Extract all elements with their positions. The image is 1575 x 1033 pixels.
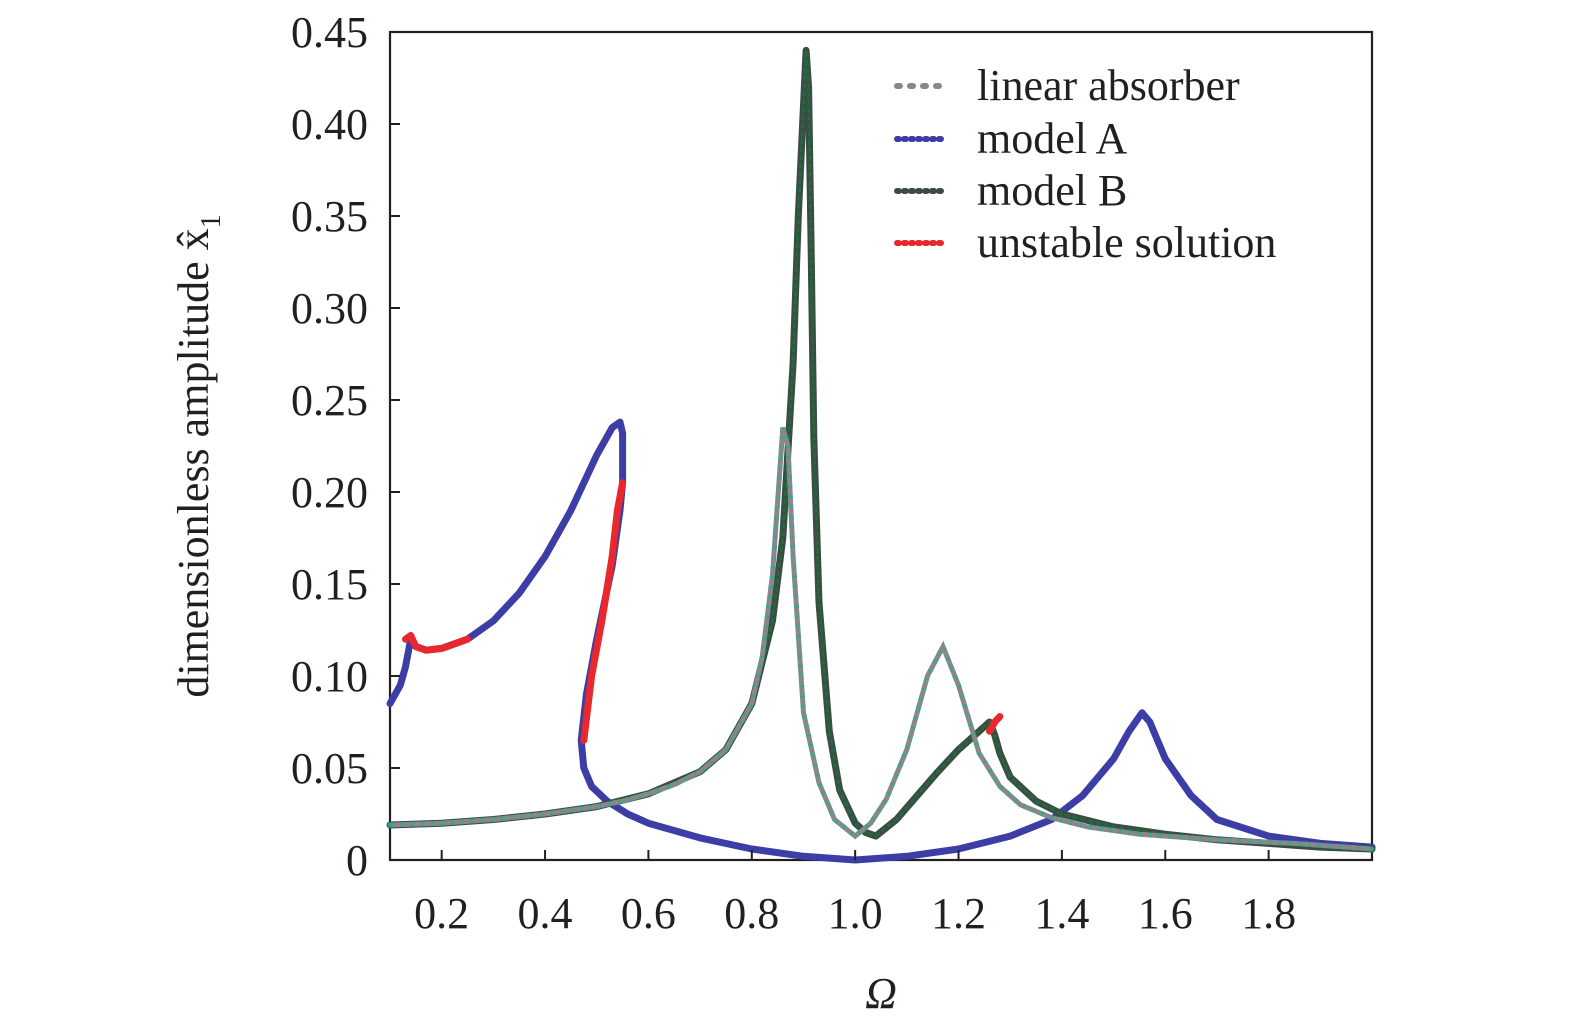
series-model-b <box>386 46 1376 853</box>
x-tick-label: 1.2 <box>931 889 986 938</box>
y-tick-label: 0.35 <box>291 192 368 241</box>
x-tick-label: 1.4 <box>1034 889 1089 938</box>
x-tick-label: 1.0 <box>828 889 883 938</box>
linear-absorber-line-alt <box>387 426 1375 852</box>
y-tick-label: 0.05 <box>291 744 368 793</box>
x-tick-label: 1.6 <box>1138 889 1193 938</box>
y-tick-label: 0.30 <box>291 284 368 333</box>
y-axis-title-main: dimensionless amplitude x̂ <box>169 228 218 697</box>
y-tick-label: 0.10 <box>291 652 368 701</box>
x-tick-label: 1.8 <box>1241 889 1296 938</box>
y-axis-title: dimensionless amplitude x̂1 <box>169 214 227 697</box>
model-b-line-overlay <box>388 50 1374 851</box>
unstable-solution-segment <box>402 632 471 654</box>
y-axis-title-text: dimensionless amplitude x̂1 <box>169 214 227 697</box>
legend-label: model B <box>977 166 1127 215</box>
legend-label: linear absorber <box>977 61 1240 110</box>
x-axis-title: Ω <box>865 969 897 1018</box>
y-tick-label: 0.15 <box>291 560 368 609</box>
y-axis-title-subscript: 1 <box>196 214 227 228</box>
legend-label: unstable solution <box>977 218 1276 267</box>
unstable-solution-segment <box>580 479 627 744</box>
series-unstable-solution <box>402 479 1004 744</box>
y-axis-ticks: 0 0.05 0.10 0.15 0.20 0.25 0.30 0.35 0.40 0.45 <box>291 8 400 885</box>
y-tick-label: 0.25 <box>291 376 368 425</box>
x-tick-label: 0.6 <box>621 889 676 938</box>
x-tick-label: 0.4 <box>518 889 573 938</box>
unstable-solution-segment <box>986 713 1004 735</box>
series-model-a <box>386 418 1376 864</box>
plot-frame <box>388 30 1374 862</box>
model-a-line <box>386 418 1376 864</box>
x-tick-label: 0.8 <box>724 889 779 938</box>
y-tick-label: 0.40 <box>291 100 368 149</box>
y-tick-label: 0.20 <box>291 468 368 517</box>
linear-absorber-line <box>387 426 1375 852</box>
y-tick-label: 0 <box>346 836 368 885</box>
plot-border <box>388 30 1374 862</box>
legend-label: model A <box>977 114 1128 163</box>
model-b-line <box>386 46 1376 853</box>
x-axis-ticks: 0.2 0.4 0.6 0.8 1.0 1.2 1.4 1.6 1.8 <box>414 850 1296 938</box>
x-tick-label: 0.2 <box>414 889 469 938</box>
series-layer <box>386 46 1376 864</box>
series-linear-absorber <box>387 426 1375 852</box>
y-tick-label: 0.45 <box>291 8 368 57</box>
